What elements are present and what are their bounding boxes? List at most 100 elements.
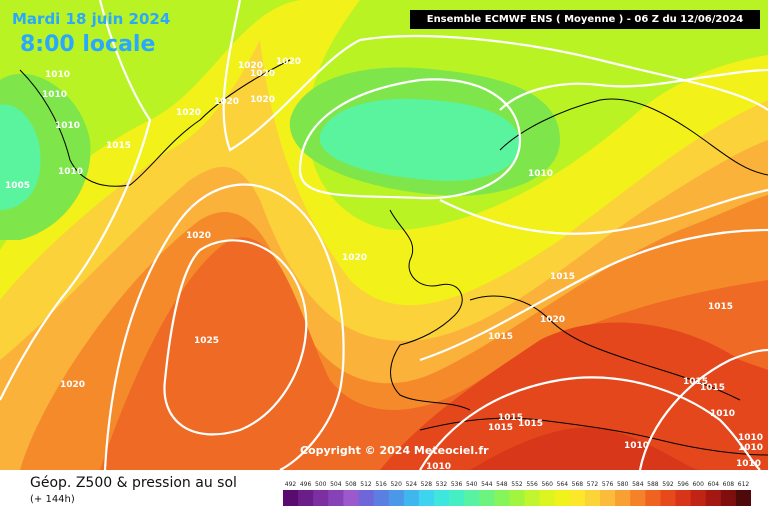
scale-value-label: 556 <box>526 481 538 488</box>
scale-value-label: 560 <box>541 481 553 488</box>
isobar-label: 1020 <box>342 253 367 263</box>
scale-value-label: 516 <box>375 481 387 488</box>
isobar-label: 1015 <box>550 272 575 282</box>
isobar-label: 1015 <box>683 377 708 387</box>
scale-color-cell <box>615 490 631 506</box>
isobar-label: 1010 <box>710 409 735 419</box>
forecast-date: Mardi 18 juin 2024 <box>12 10 171 28</box>
isobar-label: 1015 <box>708 302 733 312</box>
scale-value-label: 532 <box>436 481 448 488</box>
scale-value-label: 608 <box>723 481 735 488</box>
isobar-label: 1025 <box>194 336 219 346</box>
isobar-labels: 1010 1010 1010 1010 1005 1015 1020 1020 … <box>5 57 763 470</box>
scale-value-label: 504 <box>330 481 342 488</box>
scale-value-label: 612 <box>738 481 750 488</box>
scale-color-cell <box>373 490 390 506</box>
isobar-label: 1010 <box>45 70 70 80</box>
copyright-notice: Copyright © 2024 Meteociel.fr <box>300 444 489 457</box>
isobar-label: 1015 <box>700 383 725 393</box>
scale-color-cell <box>343 490 359 506</box>
isobar-label: 1015 <box>488 423 513 433</box>
isobar-label: 1010 <box>55 121 80 131</box>
scale-color-cell <box>720 490 737 506</box>
scale-value-label: 520 <box>390 481 402 488</box>
scale-color-cell <box>464 490 480 506</box>
band-teal-low <box>319 98 520 181</box>
isobar-label: 1020 <box>250 95 275 105</box>
scale-value-label: 600 <box>692 481 704 488</box>
scale-value-label: 592 <box>662 481 674 488</box>
scale-value-label: 536 <box>451 481 463 488</box>
isobar-label: 1010 <box>426 462 451 470</box>
scale-color-cell <box>494 490 510 506</box>
band-teal-west-low <box>0 104 41 210</box>
color-scale-legend: 492 496 500 504 508 512 516 520 524 528 532 536 540 5… <box>283 481 751 506</box>
scale-value-label: 524 <box>406 481 418 488</box>
scale-value-label: 544 <box>481 481 493 488</box>
scale-color-cell <box>735 490 751 506</box>
isobar-label: 1020 <box>238 61 263 71</box>
map-title: Géop. Z500 & pression au sol <box>30 475 237 491</box>
forecast-local-time: 8:00 locale <box>20 32 156 57</box>
scale-value-label: 508 <box>345 481 357 488</box>
scale-color-cell <box>584 490 601 506</box>
model-run-label: Ensemble ECMWF ENS ( Moyenne ) - 06 Z du… <box>410 10 760 29</box>
scale-value-label: 568 <box>572 481 584 488</box>
scale-value-label: 512 <box>360 481 372 488</box>
scale-value-label: 528 <box>421 481 433 488</box>
scale-value-label: 564 <box>557 481 569 488</box>
isobar-label: 1020 <box>276 57 301 67</box>
scale-color-cell <box>705 490 722 506</box>
scale-value-label: 576 <box>602 481 614 488</box>
isobars <box>0 0 768 470</box>
scale-value-label: 552 <box>511 481 523 488</box>
isobar-label: 1005 <box>5 181 30 191</box>
isobar-label: 1015 <box>518 419 543 429</box>
isobar-label: 1020 <box>540 315 565 325</box>
scale-value-label: 588 <box>647 481 659 488</box>
isobar-label: 1010 <box>738 433 763 443</box>
isobar-label: 1020 <box>60 380 85 390</box>
scale-value-label: 496 <box>300 481 312 488</box>
isobar-label: 1020 <box>250 69 275 79</box>
scale-color-cell <box>298 490 314 506</box>
scale-value-label: 580 <box>617 481 629 488</box>
isobar-label: 1010 <box>528 169 553 179</box>
scale-color-cell <box>569 490 586 506</box>
scale-color-cell <box>554 490 571 506</box>
isobar-label: 1020 <box>186 231 211 241</box>
scale-color-cell <box>418 490 435 506</box>
isobar-label: 1010 <box>736 459 761 469</box>
isobar-label: 1010 <box>624 441 649 451</box>
scale-value-label: 548 <box>496 481 508 488</box>
isobar-label: 1010 <box>42 90 67 100</box>
scale-value-label: 596 <box>677 481 689 488</box>
scale-color-cell <box>449 490 465 506</box>
isobar-label: 1015 <box>498 413 523 423</box>
scale-color-cell <box>283 490 299 506</box>
scale-color-cell <box>358 490 375 506</box>
scale-value-label: 540 <box>466 481 478 488</box>
map-canvas: 1010 1010 1010 1010 1005 1015 1020 1020 … <box>0 0 768 470</box>
scale-value-label: 492 <box>285 481 297 488</box>
isobar-label: 1020 <box>214 97 239 107</box>
scale-color-cell <box>645 490 661 506</box>
isobar-label: 1015 <box>106 141 131 151</box>
scale-value-label: 604 <box>708 481 720 488</box>
scale-color-cell <box>660 490 676 506</box>
isobar-label: 1015 <box>488 332 513 342</box>
scale-value-label: 584 <box>632 481 644 488</box>
scale-color-cell <box>675 490 692 506</box>
scale-color-cell <box>313 490 329 506</box>
isobar-label: 1020 <box>176 108 201 118</box>
isobar-label: 1010 <box>58 167 83 177</box>
scale-color-cell <box>388 490 405 506</box>
scale-color-cell <box>630 490 646 506</box>
forecast-range: (+ 144h) <box>30 494 75 505</box>
band-red <box>380 322 768 470</box>
scale-color-cell <box>403 490 420 506</box>
scale-color-cell <box>524 490 541 506</box>
scale-color-cell <box>434 490 450 506</box>
isobar-label: 1010 <box>738 443 763 453</box>
